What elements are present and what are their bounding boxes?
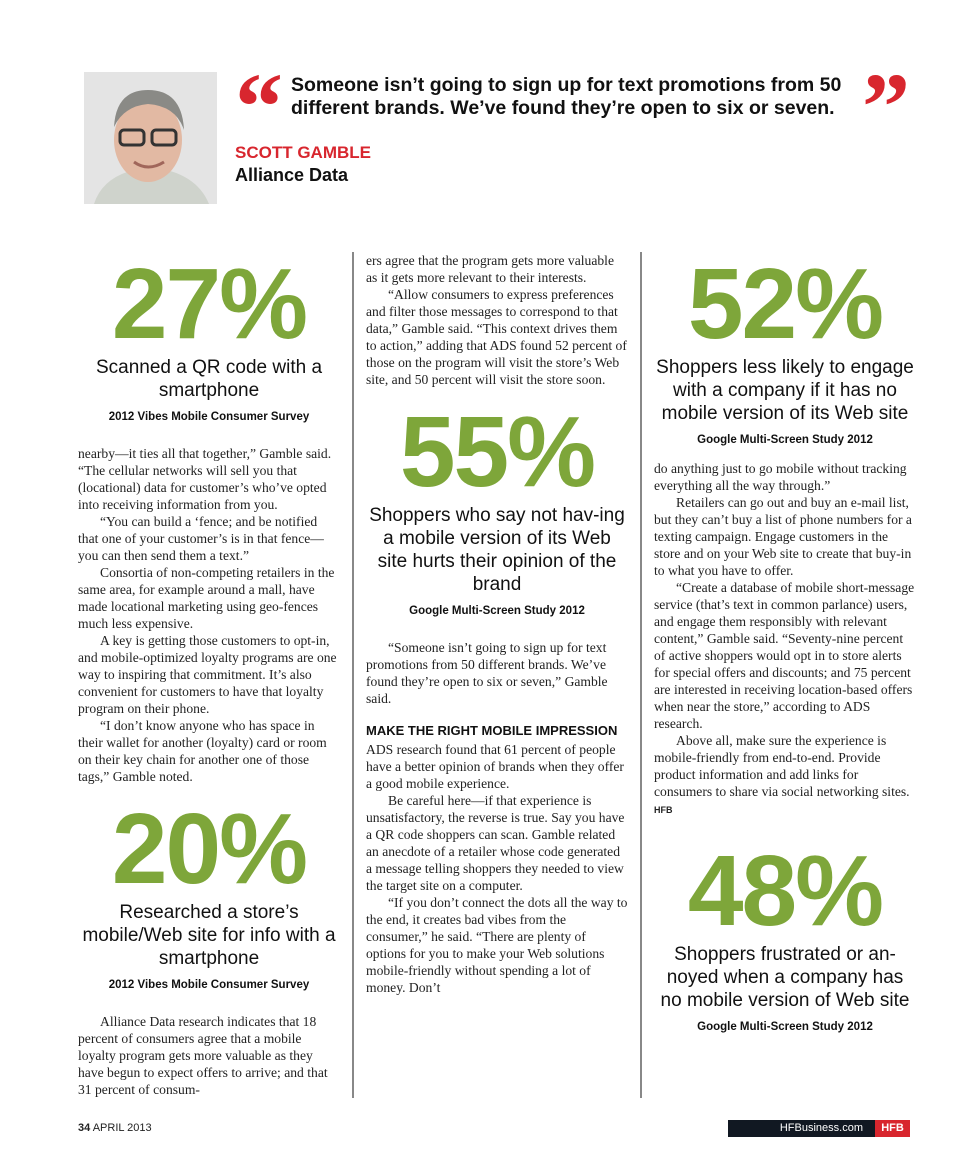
column-divider: [352, 252, 354, 1098]
stat-callout: 48% Shoppers frustrated or an-noyed when…: [654, 839, 916, 1035]
stat-caption: Researched a store’s mobile/Web site for…: [82, 902, 336, 969]
article-column-3-text: do anything just to go mobile without tr…: [654, 460, 916, 819]
paragraph: ADS research found that 61 percent of pe…: [366, 742, 624, 791]
paragraph: Consortia of non-competing retailers in …: [78, 565, 335, 631]
paragraph: ers agree that the program gets more val…: [366, 253, 614, 285]
paragraph: nearby—it ties all that together,” Gambl…: [78, 446, 332, 512]
stat-value: 27%: [111, 248, 308, 360]
pull-quote-line: “ Someone isn’t going to sign up for tex…: [235, 53, 910, 160]
stat-value: 55%: [399, 396, 596, 508]
stat-value: 20%: [111, 793, 308, 905]
paragraph: Retailers can go out and buy an e-mail l…: [654, 495, 912, 578]
stat-source: Google Multi-Screen Study 2012: [409, 605, 585, 617]
paragraph: “I don’t know anyone who has space in th…: [78, 718, 327, 784]
pull-quote-name: SCOTT GAMBLE: [235, 143, 371, 162]
stat-caption: Shoppers who say not hav-ing a mobile ve…: [369, 505, 625, 595]
paragraph: “Allow consumers to express preferences …: [366, 287, 627, 387]
paragraph: Above all, make sure the experience is m…: [654, 732, 916, 819]
column-divider: [640, 252, 642, 1098]
stat-source: Google Multi-Screen Study 2012: [697, 1021, 873, 1033]
page-footer: 34 APRIL 2013: [78, 1120, 152, 1137]
website-link[interactable]: HFBusiness.com: [728, 1120, 875, 1137]
page-footer-row: 34 APRIL 2013 HFBusiness.com HFB: [78, 1120, 910, 1137]
stat-source: Google Multi-Screen Study 2012: [697, 434, 873, 446]
pull-quote-company: Alliance Data: [235, 165, 349, 185]
stat-caption: Shoppers less likely to engage with a co…: [656, 357, 914, 424]
article-column-3: 52% Shoppers less likely to engage with …: [654, 252, 916, 1098]
stat-callout: 55% Shoppers who say not hav-ing a mobil…: [366, 400, 628, 619]
section-heading: MAKE THE RIGHT MOBILE IMPRESSION: [366, 723, 618, 738]
pull-quote: “ Someone isn’t going to sign up for tex…: [84, 53, 910, 204]
paragraph: “If you don’t connect the dots all the w…: [366, 895, 628, 995]
paragraph: “Someone isn’t going to sign up for text…: [366, 640, 608, 706]
stat-caption: Scanned a QR code with a smartphone: [95, 357, 323, 401]
pull-quote-text: Someone isn’t going to sign up for text …: [291, 74, 842, 119]
article-column-2-bottom: “Someone isn’t going to sign up for text…: [366, 639, 628, 996]
article-column-1-bottom: Alliance Data research indicates that 18…: [78, 1013, 340, 1098]
article-columns: 27% Scanned a QR code with a smartphone …: [78, 252, 914, 1098]
portrait-image: [84, 72, 217, 204]
article-column-1-top: nearby—it ties all that together,” Gambl…: [78, 445, 340, 785]
end-mark: HFB: [654, 805, 673, 815]
stat-callout: 20% Researched a store’s mobile/Web site…: [78, 797, 340, 993]
paragraph-text: Above all, make sure the experience is m…: [654, 733, 910, 799]
article-column-2-top: ers agree that the program gets more val…: [366, 252, 628, 388]
paragraph: “Create a database of mobile short-messa…: [654, 580, 915, 731]
pull-quote-body: “ Someone isn’t going to sign up for tex…: [235, 53, 910, 186]
stat-source: 2012 Vibes Mobile Consumer Survey: [108, 979, 310, 991]
stat-callout: 52% Shoppers less likely to engage with …: [654, 252, 916, 448]
paragraph: Alliance Data research indicates that 18…: [78, 1014, 328, 1097]
issue-date: APRIL 2013: [92, 1122, 152, 1134]
stat-caption: Shoppers frustrated or an-noyed when a c…: [660, 944, 910, 1011]
paragraph: Be careful here—if that experience is un…: [366, 793, 625, 893]
page-number: 34: [78, 1122, 91, 1134]
stat-callout: 27% Scanned a QR code with a smartphone …: [78, 252, 340, 425]
footer-brand-bar: HFBusiness.com HFB: [728, 1120, 910, 1137]
article-column-1: 27% Scanned a QR code with a smartphone …: [78, 252, 340, 1098]
stat-value: 52%: [687, 248, 884, 360]
paragraph: do anything just to go mobile without tr…: [654, 461, 907, 493]
scott-gamble-photo: [84, 72, 217, 204]
paragraph: “You can build a ‘fence; and be notified…: [78, 514, 324, 563]
brand-logo: HFB: [875, 1120, 910, 1137]
open-quote-mark: “: [235, 53, 283, 160]
paragraph: A key is getting those customers to opt-…: [78, 633, 337, 716]
stat-value: 48%: [687, 835, 884, 947]
stat-source: 2012 Vibes Mobile Consumer Survey: [108, 411, 310, 423]
article-column-2: ers agree that the program gets more val…: [366, 252, 628, 1098]
close-quote-mark: ”: [862, 53, 910, 160]
